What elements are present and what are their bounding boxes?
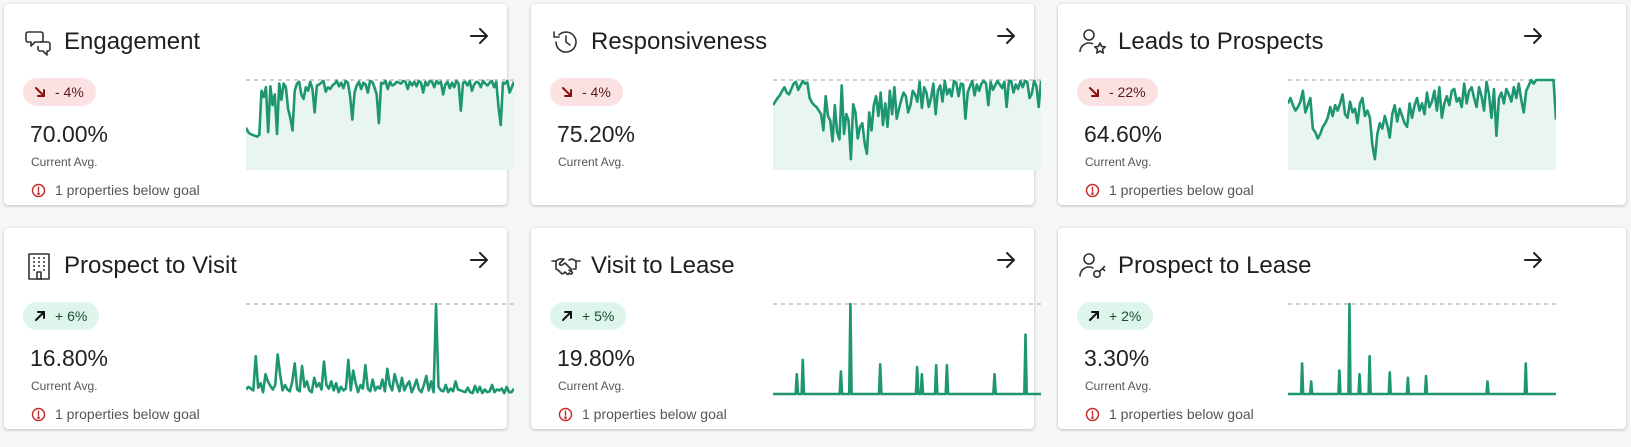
trend-badge: + 5% — [550, 302, 627, 330]
card-prospect-to-lease: Prospect to Lease + 2% 3.30% Current Avg… — [1058, 228, 1626, 429]
user-key-icon — [1078, 251, 1108, 281]
sparkline-chart — [246, 79, 514, 170]
sparkline-series — [1288, 302, 1556, 396]
card-title: Engagement — [64, 28, 201, 55]
trend-change: + 5% — [582, 308, 615, 324]
open-details-arrow-icon[interactable] — [467, 248, 491, 272]
sparkline-series — [246, 79, 514, 138]
alert-circle-icon — [1085, 183, 1100, 198]
trend-badge: + 6% — [23, 302, 100, 330]
alert-circle-icon — [31, 183, 46, 198]
trend-change: - 22% — [1109, 84, 1146, 100]
alert-circle-icon — [1085, 407, 1100, 422]
trend-badge: - 22% — [1077, 78, 1158, 106]
open-details-arrow-icon[interactable] — [1521, 24, 1545, 48]
open-details-arrow-icon[interactable] — [467, 24, 491, 48]
card-title: Prospect to Visit — [64, 252, 237, 279]
building-icon — [24, 251, 54, 281]
sparkline-chart — [773, 79, 1041, 170]
current-average-label: Current Avg. — [1085, 155, 1152, 169]
sparkline-series — [773, 79, 1041, 161]
below-goal-text: 1 properties below goal — [55, 182, 200, 198]
sparkline-series — [1288, 78, 1556, 161]
below-goal-note[interactable]: 1 properties below goal — [1085, 182, 1254, 198]
card-title: Prospect to Lease — [1118, 252, 1312, 279]
alert-circle-icon — [558, 407, 573, 422]
arrow-up-right-icon — [33, 309, 47, 323]
card-header: Leads to Prospects — [1078, 24, 1606, 60]
sparkline-area — [773, 80, 1041, 170]
user-star-icon — [1078, 27, 1108, 57]
current-average-value: 3.30% — [1084, 345, 1150, 371]
sparkline-series — [773, 302, 1041, 396]
current-average-label: Current Avg. — [558, 379, 625, 393]
current-average-value: 70.00% — [30, 121, 109, 147]
sparkline-chart — [1288, 78, 1556, 170]
current-average-label: Current Avg. — [31, 155, 98, 169]
current-average-label: Current Avg. — [1085, 379, 1152, 393]
arrow-up-right-icon — [560, 309, 574, 323]
sparkline-chart — [246, 302, 514, 395]
sparkline-chart — [1288, 302, 1556, 396]
card-header: Engagement — [24, 24, 487, 60]
history-clock-icon — [551, 27, 581, 57]
arrow-down-right-icon — [1087, 85, 1101, 99]
open-details-arrow-icon[interactable] — [1521, 248, 1545, 272]
card-header: Prospect to Lease — [1078, 248, 1606, 284]
card-title: Responsiveness — [591, 28, 768, 55]
card-title: Visit to Lease — [591, 252, 735, 279]
trend-change: + 2% — [1109, 308, 1142, 324]
current-average-label: Current Avg. — [558, 155, 625, 169]
card-title: Leads to Prospects — [1118, 28, 1324, 55]
below-goal-text: 1 properties below goal — [1109, 406, 1254, 422]
card-header: Visit to Lease — [551, 248, 1014, 284]
open-details-arrow-icon[interactable] — [994, 24, 1018, 48]
trend-change: - 4% — [55, 84, 84, 100]
open-details-arrow-icon[interactable] — [994, 248, 1018, 272]
current-average-value: 75.20% — [557, 121, 636, 147]
current-average-label: Current Avg. — [31, 379, 98, 393]
trend-badge: + 2% — [1077, 302, 1154, 330]
card-header: Prospect to Visit — [24, 248, 487, 284]
arrow-up-right-icon — [1087, 309, 1101, 323]
trend-badge: - 4% — [23, 78, 96, 106]
trend-badge: - 4% — [550, 78, 623, 106]
current-average-value: 64.60% — [1084, 121, 1163, 147]
handshake-icon — [551, 251, 581, 281]
arrow-down-right-icon — [33, 85, 47, 99]
card-responsiveness: Responsiveness - 4% 75.20% Current Avg. — [531, 4, 1041, 205]
current-average-value: 19.80% — [557, 345, 636, 371]
current-average-value: 16.80% — [30, 345, 109, 371]
alert-circle-icon — [31, 407, 46, 422]
sparkline-chart — [773, 302, 1041, 396]
arrow-down-right-icon — [560, 85, 574, 99]
trend-change: - 4% — [582, 84, 611, 100]
trend-change: + 6% — [55, 308, 88, 324]
below-goal-note[interactable]: 1 properties below goal — [31, 182, 200, 198]
card-prospect-to-visit: Prospect to Visit + 6% 16.80% Current Av… — [4, 228, 514, 429]
below-goal-text: 1 properties below goal — [1109, 182, 1254, 198]
below-goal-text: 1 properties below goal — [55, 406, 200, 422]
below-goal-note[interactable]: 1 properties below goal — [1085, 406, 1254, 422]
sparkline-series — [246, 302, 514, 395]
chat-bubbles-icon — [24, 27, 54, 57]
below-goal-note[interactable]: 1 properties below goal — [31, 406, 200, 422]
card-engagement: Engagement - 4% 70.00% Current Avg. 1 pr… — [4, 4, 514, 205]
card-leads-to-prospects: Leads to Prospects - 22% 64.60% Current … — [1058, 4, 1626, 205]
below-goal-text: 1 properties below goal — [582, 406, 727, 422]
card-header: Responsiveness — [551, 24, 1014, 60]
card-visit-to-lease: Visit to Lease + 5% 19.80% Current Avg. … — [531, 228, 1041, 429]
below-goal-note[interactable]: 1 properties below goal — [558, 406, 727, 422]
